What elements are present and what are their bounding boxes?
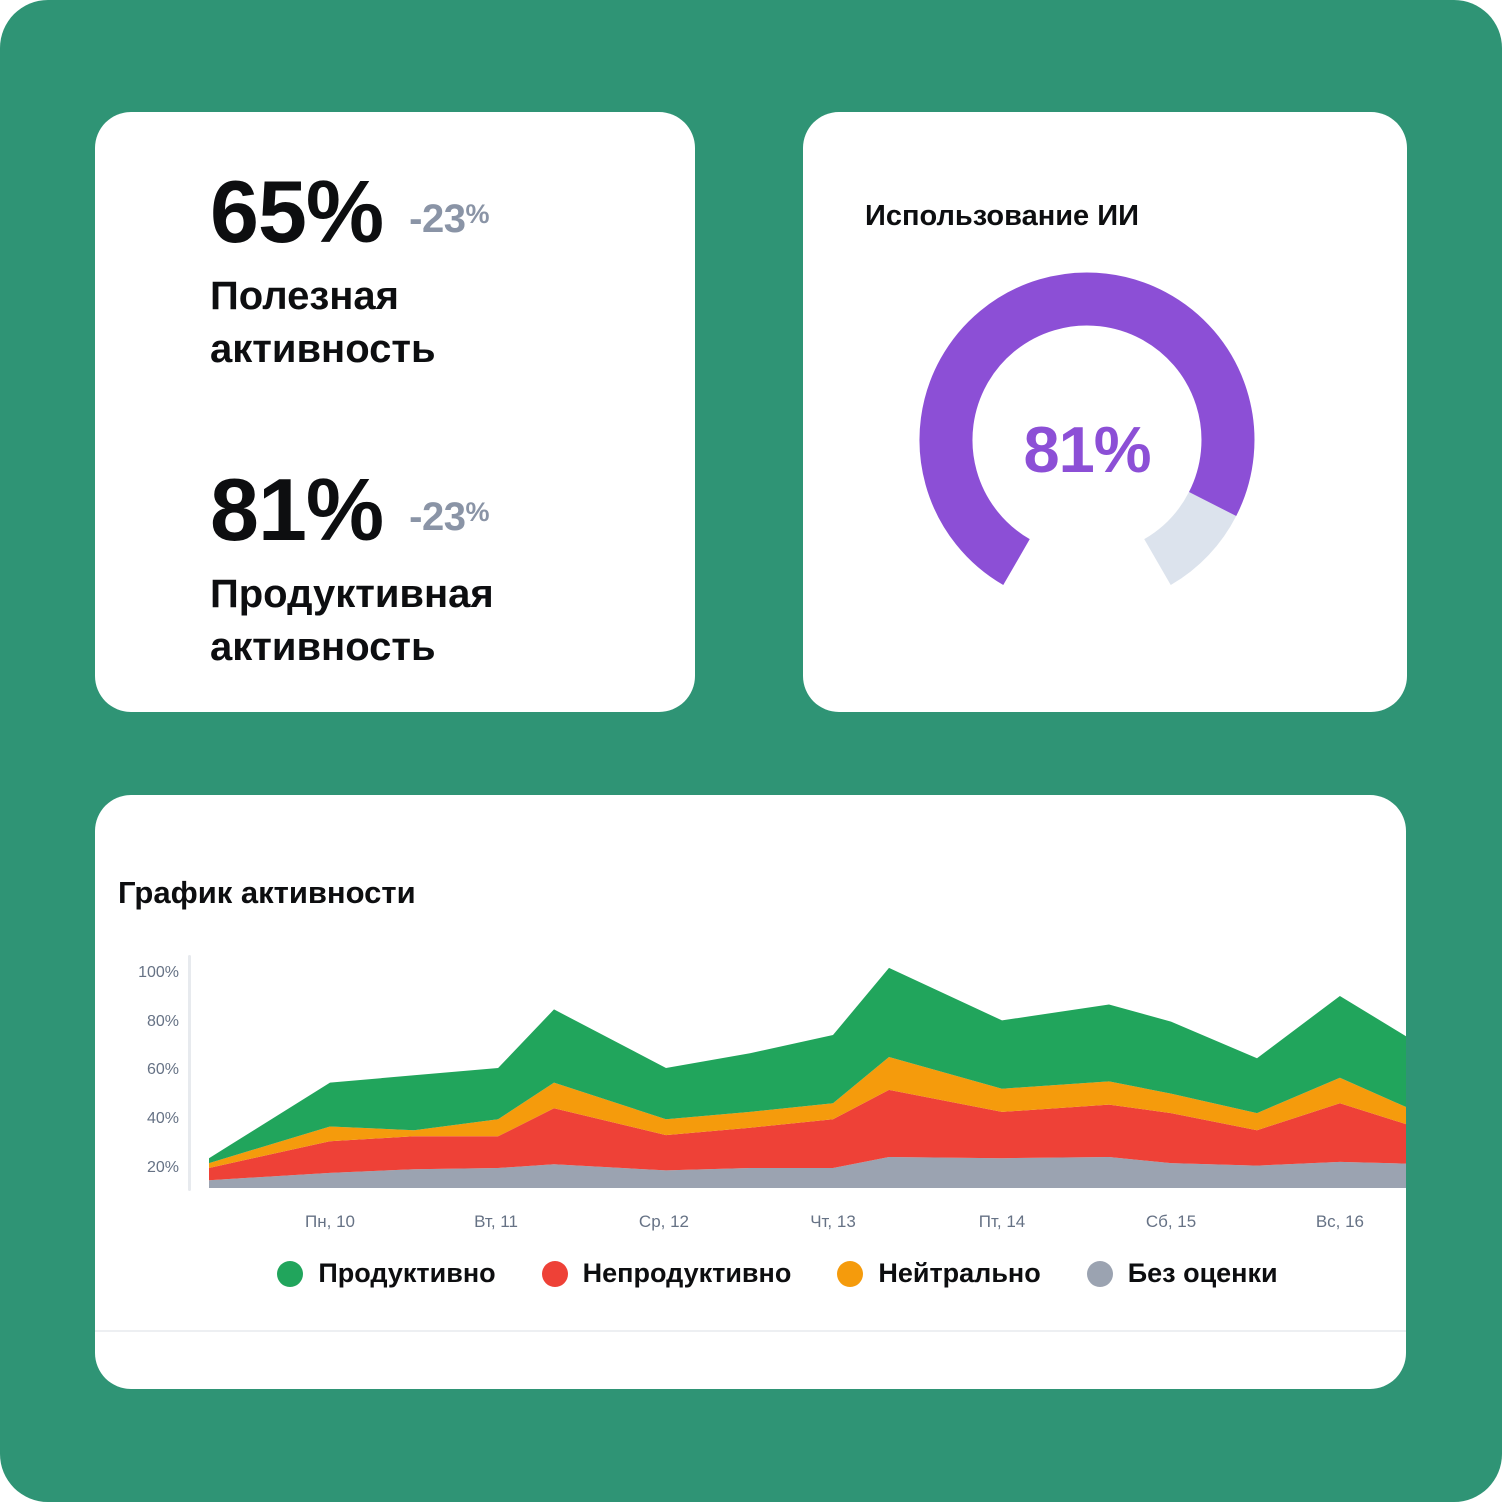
- useful-activity-label: Полезная активность: [210, 274, 436, 371]
- gauge-value-arc: [919, 272, 1255, 586]
- useful-activity-stat: 65% -23% Полезная активность: [210, 168, 570, 376]
- productive-activity-stat: 81% -23% Продуктивная активность: [210, 466, 570, 674]
- stacked-area-plot: [209, 967, 1406, 1188]
- useful-activity-value: 65%: [210, 162, 384, 261]
- productive-activity-delta: -23%: [409, 495, 489, 539]
- x-tick-Пн-10: Пн, 10: [305, 1212, 355, 1231]
- activity-chart-title: График активности: [118, 875, 416, 910]
- y-tick-60: 60%: [146, 1061, 179, 1079]
- x-tick-Ср-12: Ср, 12: [638, 1212, 690, 1231]
- x-tick-Вт-11: Вт, 11: [474, 1212, 518, 1231]
- ai-usage-gauge: [919, 272, 1255, 586]
- ai-usage-card: Использование ИИ 81%: [803, 112, 1407, 712]
- x-tick-Чт-13: Чт, 13: [810, 1212, 856, 1231]
- legend-label: Продуктивно: [318, 1258, 496, 1288]
- area-series-Непродуктивно: [209, 1089, 1406, 1181]
- legend-dot-icon: [837, 1260, 864, 1287]
- legend-item-Без оценки[interactable]: Без оценки: [1086, 1258, 1278, 1289]
- legend-dot-icon: [541, 1260, 568, 1287]
- y-tick-20: 20%: [146, 1158, 179, 1176]
- legend-dot-icon: [277, 1260, 304, 1287]
- legend-item-Непродуктивно[interactable]: Непродуктивно: [541, 1258, 792, 1289]
- y-tick-100: 100%: [138, 963, 179, 981]
- x-tick-Сб-15: Сб, 15: [1145, 1212, 1197, 1231]
- legend-label: Нейтрально: [878, 1258, 1041, 1288]
- area-series-Нейтрально: [209, 1057, 1406, 1168]
- activity-stats-card: 65% -23% Полезная активность 81% -23% Пр…: [95, 112, 695, 712]
- x-tick-Пт-14: Пт, 14: [978, 1212, 1026, 1231]
- y-tick-40: 40%: [146, 1110, 179, 1128]
- y-tick-80: 80%: [146, 1012, 179, 1030]
- gauge-track-arc: [1143, 491, 1237, 586]
- legend-label: Без оценки: [1127, 1258, 1278, 1288]
- x-tick-Вс-16: Вс, 16: [1315, 1212, 1365, 1231]
- productive-activity-label: Продуктивная активность: [210, 572, 494, 669]
- legend-dot-icon: [1086, 1260, 1113, 1287]
- stat-value-row: 81% -23%: [210, 466, 570, 554]
- card-footer-divider: [95, 1330, 1406, 1332]
- y-axis-line: [188, 955, 191, 1191]
- chart-legend: Продуктивно Непродуктивно Нейтрально Без оц…: [95, 1258, 1406, 1289]
- useful-activity-delta: -23%: [409, 197, 489, 241]
- activity-chart-card: График активности 100% 80% 60% 40% 20% Пн, 1…: [95, 795, 1406, 1389]
- area-series-Без оценки: [209, 1157, 1406, 1188]
- legend-item-Продуктивно[interactable]: Продуктивно: [277, 1258, 496, 1289]
- legend-label: Непродуктивно: [582, 1258, 792, 1288]
- stat-value-row: 65% -23%: [210, 168, 570, 256]
- gauge-value-label: 81%: [1023, 413, 1151, 486]
- productive-activity-value: 81%: [210, 460, 384, 559]
- area-series-Продуктивно: [209, 967, 1406, 1164]
- legend-item-Нейтрально[interactable]: Нейтрально: [837, 1258, 1041, 1289]
- ai-usage-title: Использование ИИ: [865, 200, 1139, 232]
